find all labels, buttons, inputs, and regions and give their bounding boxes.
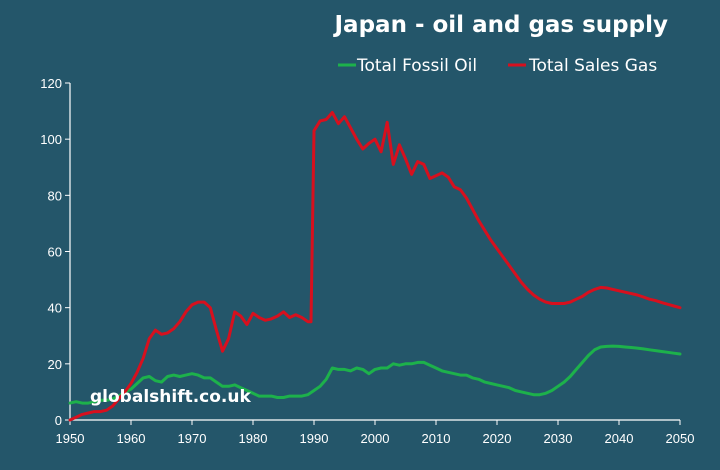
x-tick-label: 2050: [666, 431, 695, 446]
x-tick-label: 1960: [117, 431, 146, 446]
chart-title: Japan - oil and gas supply: [333, 12, 669, 38]
x-tick-label: 2010: [422, 431, 451, 446]
x-tick-label: 1970: [178, 431, 207, 446]
y-tick-label: 40: [48, 301, 62, 316]
legend-label-oil: Total Fossil Oil: [356, 56, 477, 76]
x-tick-label: 2030: [544, 431, 573, 446]
series-line-total-sales-gas: [68, 111, 682, 422]
x-tick-label: 1950: [56, 431, 85, 446]
watermark: globalshift.co.uk: [90, 387, 251, 407]
y-tick-label: 80: [48, 188, 62, 203]
x-tick-label: 1980: [239, 431, 268, 446]
y-tick-label: 60: [48, 245, 62, 260]
x-tick-label: 2040: [605, 431, 634, 446]
y-tick-label: 20: [48, 357, 62, 372]
legend: Total Fossil Oil Total Sales Gas: [338, 56, 657, 76]
x-tick-label: 2000: [361, 431, 390, 446]
series-line-total-fossil-oil: [68, 344, 682, 405]
y-tick-label: 0: [55, 413, 62, 428]
legend-label-gas: Total Sales Gas: [528, 56, 657, 76]
x-tick-label: 1990: [300, 431, 329, 446]
series-group: [68, 111, 682, 422]
x-tick-label: 2020: [483, 431, 512, 446]
y-tick-label: 100: [40, 132, 62, 147]
y-tick-label: 120: [40, 76, 62, 91]
